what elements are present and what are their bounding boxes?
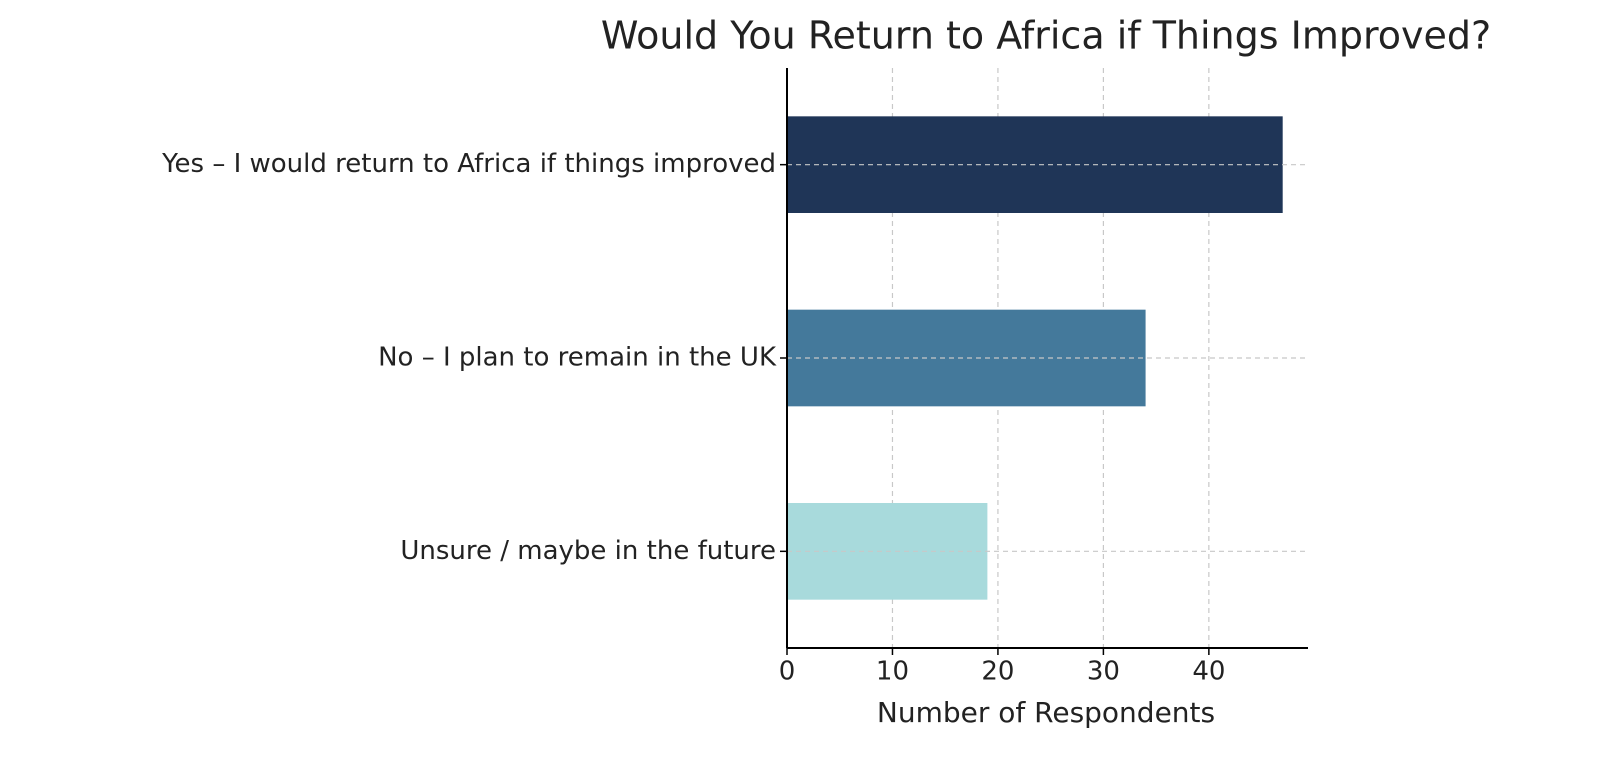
x-tick-label: 20: [981, 657, 1014, 687]
x-tick-label: 30: [1087, 657, 1120, 687]
x-tick-label: 40: [1192, 657, 1225, 687]
x-axis-label: Number of Respondents: [877, 696, 1215, 729]
y-tick-label: Yes – I would return to Africa if things…: [161, 149, 776, 179]
bar: [787, 309, 1146, 407]
x-tick-label: 10: [876, 657, 909, 687]
y-tick-label: No – I plan to remain in the UK: [378, 343, 777, 373]
x-tick-label: 0: [779, 657, 796, 687]
y-tick-label: Unsure / maybe in the future: [400, 536, 776, 566]
chart-title: Would You Return to Africa if Things Imp…: [601, 14, 1491, 58]
